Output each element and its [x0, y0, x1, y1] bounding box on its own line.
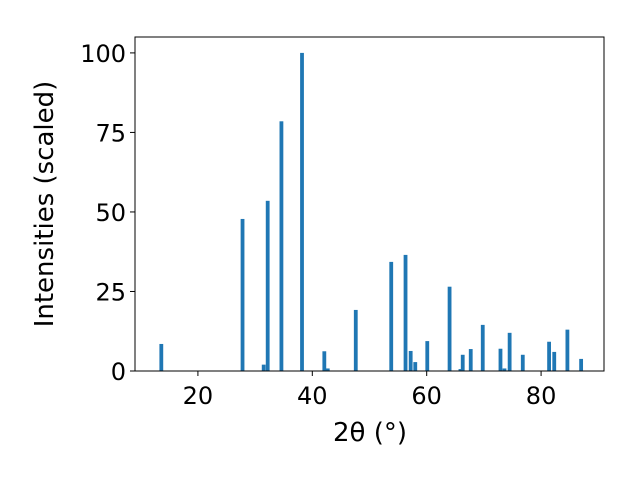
bar-19 [498, 348, 503, 371]
bar-21 [507, 332, 512, 371]
bar-18 [480, 324, 485, 371]
bar-24 [552, 351, 557, 371]
bar-2 [261, 364, 266, 371]
x-axis-label: 2θ (°) [333, 418, 407, 448]
bar-26 [579, 358, 584, 371]
bar-5 [300, 52, 304, 372]
bar-17 [468, 349, 473, 371]
y-tick-label: 25 [95, 278, 126, 306]
bar-13 [425, 341, 430, 371]
bar-4 [279, 121, 284, 371]
bar-9 [389, 261, 394, 371]
plot-frame [134, 36, 605, 372]
y-axis-label: Intensities (scaled) [30, 81, 60, 328]
bar-3 [265, 200, 270, 371]
bar-20 [502, 368, 507, 371]
bar-15 [458, 369, 463, 371]
bar-25 [565, 329, 570, 371]
y-tick-label: 50 [95, 199, 126, 227]
x-tick-label: 40 [297, 382, 328, 410]
x-tick-label: 60 [411, 382, 442, 410]
y-tick-label: 75 [95, 119, 126, 147]
bar-6 [322, 351, 327, 371]
bar-10 [403, 254, 408, 371]
bar-22 [520, 354, 525, 371]
x-tick-label: 20 [183, 382, 214, 410]
bar-12 [413, 362, 418, 371]
bar-16 [460, 354, 465, 371]
bar-11 [408, 350, 413, 371]
bars [159, 52, 584, 372]
bar-1 [240, 218, 245, 371]
bar-8 [353, 309, 358, 371]
bar-23 [547, 341, 551, 371]
y-tick-label: 0 [111, 358, 126, 386]
bar-0 [159, 343, 164, 371]
x-axis: 20 40 60 80 [183, 371, 557, 410]
y-axis: 0 25 50 75 100 [80, 40, 135, 386]
bar-14 [447, 286, 452, 371]
bar-7 [325, 368, 330, 371]
y-tick-label: 100 [80, 40, 126, 68]
x-tick-label: 80 [526, 382, 557, 410]
